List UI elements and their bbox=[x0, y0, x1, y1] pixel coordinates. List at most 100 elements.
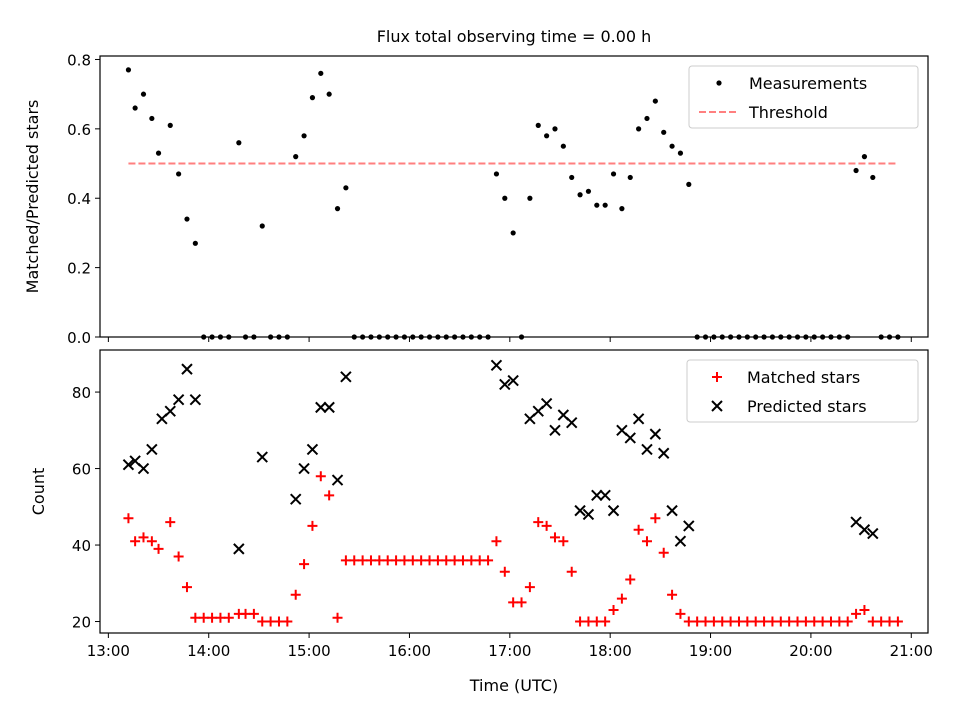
data-point bbox=[130, 536, 141, 547]
data-point bbox=[516, 597, 527, 608]
data-point bbox=[667, 589, 678, 600]
data-point bbox=[884, 616, 895, 627]
data-point bbox=[307, 520, 318, 531]
data-point bbox=[259, 223, 265, 229]
data-point bbox=[708, 616, 719, 627]
data-point bbox=[733, 616, 744, 627]
data-point bbox=[851, 608, 862, 619]
data-point bbox=[326, 91, 332, 97]
data-point bbox=[541, 520, 552, 531]
data-point bbox=[149, 115, 155, 122]
data-point bbox=[574, 504, 586, 517]
data-point bbox=[853, 167, 859, 174]
data-point bbox=[859, 605, 870, 616]
data-point bbox=[560, 143, 566, 149]
data-point bbox=[349, 555, 360, 566]
data-point bbox=[483, 555, 494, 566]
data-point bbox=[834, 616, 845, 627]
data-point bbox=[742, 616, 753, 627]
legend-box bbox=[686, 359, 919, 423]
data-point bbox=[652, 98, 658, 104]
data-point bbox=[173, 551, 184, 562]
x-tick-label: 15:00 bbox=[287, 642, 330, 660]
data-point bbox=[599, 489, 611, 502]
axes-frame bbox=[99, 349, 929, 634]
data-point bbox=[809, 616, 820, 627]
data-point bbox=[552, 126, 558, 132]
legend-marker bbox=[711, 400, 723, 412]
data-point bbox=[240, 608, 251, 619]
legend-label: Measurements bbox=[749, 74, 867, 93]
y-tick-label: 20 bbox=[72, 614, 91, 632]
data-point bbox=[569, 174, 575, 181]
data-point bbox=[641, 443, 653, 456]
data-point bbox=[683, 616, 694, 627]
data-point bbox=[265, 616, 276, 627]
data-point bbox=[357, 555, 368, 566]
data-point bbox=[533, 517, 544, 528]
data-point bbox=[535, 122, 541, 128]
data-point bbox=[658, 447, 670, 459]
data-point bbox=[318, 70, 324, 76]
data-point bbox=[717, 616, 728, 627]
data-point bbox=[164, 405, 176, 417]
data-point bbox=[491, 536, 502, 547]
data-point bbox=[800, 616, 811, 627]
data-point bbox=[658, 547, 669, 558]
data-point bbox=[190, 612, 201, 623]
data-point bbox=[644, 115, 650, 122]
y-tick-label: 0.0 bbox=[67, 329, 91, 347]
data-point bbox=[633, 524, 644, 535]
data-point bbox=[870, 174, 876, 181]
data-point bbox=[323, 401, 335, 414]
data-point bbox=[293, 154, 299, 160]
y-tick-label: 0.6 bbox=[67, 121, 91, 139]
data-point bbox=[825, 616, 836, 627]
data-point bbox=[616, 593, 627, 604]
data-point bbox=[256, 451, 268, 463]
data-point bbox=[299, 559, 310, 570]
data-point bbox=[155, 150, 162, 156]
data-point bbox=[181, 363, 193, 375]
data-point bbox=[558, 536, 569, 547]
legend-marker bbox=[712, 372, 722, 382]
x-tick-label: 20:00 bbox=[789, 642, 832, 660]
data-point bbox=[432, 555, 443, 566]
data-point bbox=[510, 230, 516, 236]
data-point bbox=[683, 520, 695, 532]
data-point bbox=[236, 140, 242, 146]
data-point bbox=[759, 616, 770, 627]
data-point bbox=[892, 616, 903, 627]
data-point bbox=[750, 616, 761, 627]
data-point bbox=[184, 216, 190, 222]
data-point bbox=[540, 397, 553, 410]
data-point bbox=[441, 555, 452, 566]
legend-label: Predicted stars bbox=[747, 397, 867, 416]
data-point bbox=[215, 612, 226, 623]
data-point bbox=[424, 555, 435, 566]
y-tick-label: 0.4 bbox=[67, 190, 91, 208]
data-point bbox=[627, 174, 633, 181]
data-point bbox=[340, 555, 351, 566]
legend-label: Threshold bbox=[748, 103, 828, 122]
data-point bbox=[324, 490, 335, 501]
x-tick-label: 19:00 bbox=[689, 642, 732, 660]
y-tick-label: 60 bbox=[72, 461, 91, 479]
data-point bbox=[315, 401, 327, 414]
data-point bbox=[298, 462, 310, 475]
data-point bbox=[382, 555, 393, 566]
data-point bbox=[591, 616, 602, 627]
data-point bbox=[507, 374, 519, 387]
data-point bbox=[306, 443, 319, 456]
data-point bbox=[449, 555, 460, 566]
series-predicted-stars bbox=[122, 359, 879, 555]
data-point bbox=[610, 171, 617, 177]
data-point bbox=[309, 95, 316, 101]
data-point bbox=[674, 535, 687, 547]
data-point bbox=[607, 504, 620, 517]
data-point bbox=[666, 504, 678, 517]
data-point bbox=[457, 555, 468, 566]
data-point bbox=[502, 195, 508, 201]
data-point bbox=[391, 555, 402, 566]
data-point bbox=[624, 432, 636, 444]
